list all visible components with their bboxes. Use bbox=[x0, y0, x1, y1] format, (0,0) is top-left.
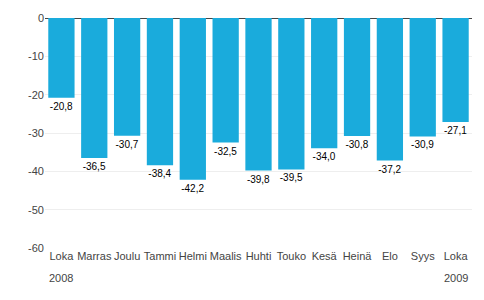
svg-text:-60: -60 bbox=[28, 242, 44, 254]
svg-text:Joulu: Joulu bbox=[114, 250, 140, 262]
svg-text:Tammi: Tammi bbox=[144, 250, 176, 262]
svg-text:-34,0: -34,0 bbox=[313, 151, 336, 162]
svg-text:Heinä: Heinä bbox=[343, 250, 373, 262]
svg-text:-32,5: -32,5 bbox=[214, 146, 237, 157]
svg-text:Huhti: Huhti bbox=[246, 250, 272, 262]
svg-text:-30,8: -30,8 bbox=[345, 139, 368, 150]
svg-text:-42,2: -42,2 bbox=[181, 183, 204, 194]
svg-text:-40: -40 bbox=[28, 165, 44, 177]
svg-text:-30: -30 bbox=[28, 127, 44, 139]
svg-text:0: 0 bbox=[38, 12, 44, 24]
svg-text:-27,1: -27,1 bbox=[444, 125, 467, 136]
svg-text:Kesä: Kesä bbox=[312, 250, 338, 262]
svg-text:-20: -20 bbox=[28, 89, 44, 101]
svg-text:Helmi: Helmi bbox=[179, 250, 207, 262]
svg-text:Loka: Loka bbox=[49, 250, 74, 262]
svg-text:-30,9: -30,9 bbox=[411, 139, 434, 150]
svg-text:-39,8: -39,8 bbox=[247, 174, 270, 185]
svg-text:-36,5: -36,5 bbox=[83, 161, 106, 172]
svg-text:-50: -50 bbox=[28, 204, 44, 216]
svg-text:Marras: Marras bbox=[77, 250, 112, 262]
svg-text:Elo: Elo bbox=[382, 250, 398, 262]
svg-text:-39,5: -39,5 bbox=[280, 172, 303, 183]
svg-text:Touko: Touko bbox=[277, 250, 306, 262]
svg-text:2008: 2008 bbox=[49, 272, 73, 284]
svg-text:-37,2: -37,2 bbox=[378, 164, 401, 175]
svg-text:-20,8: -20,8 bbox=[50, 101, 73, 112]
svg-text:Maalis: Maalis bbox=[210, 250, 242, 262]
svg-text:Loka: Loka bbox=[444, 250, 469, 262]
svg-text:-38,4: -38,4 bbox=[148, 168, 171, 179]
svg-text:-10: -10 bbox=[28, 50, 44, 62]
svg-text:-30,7: -30,7 bbox=[115, 139, 138, 150]
svg-text:Syys: Syys bbox=[411, 250, 435, 262]
svg-text:2009: 2009 bbox=[444, 272, 468, 284]
